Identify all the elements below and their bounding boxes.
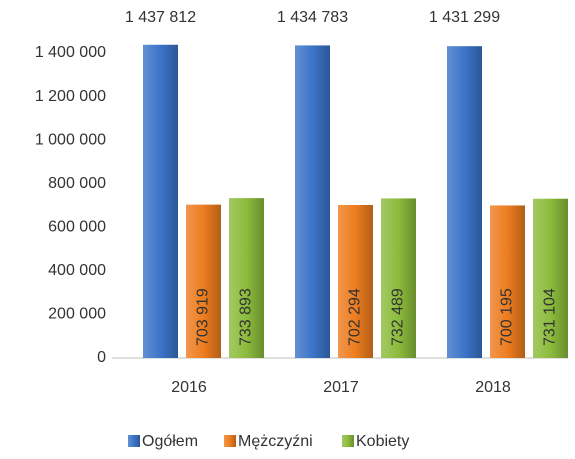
bar	[533, 198, 568, 358]
x-tick-label: 2016	[171, 379, 207, 396]
bar	[447, 46, 482, 359]
bar	[295, 45, 330, 359]
value-label: 732 489	[390, 288, 407, 346]
legend-label: Kobiety	[356, 433, 409, 450]
legend-swatch	[342, 435, 354, 447]
value-label: 1 434 783	[277, 9, 348, 26]
legend-swatch	[224, 435, 236, 447]
value-label: 731 104	[542, 288, 559, 346]
y-tick-label: 1 400 000	[35, 44, 106, 61]
y-tick-label: 1 000 000	[35, 131, 106, 148]
value-label: 1 431 299	[429, 9, 500, 26]
value-label: 733 893	[238, 288, 255, 346]
bar	[229, 198, 264, 358]
bar	[186, 204, 221, 358]
value-label: 703 919	[195, 288, 212, 346]
x-tick-label: 2018	[475, 379, 511, 396]
value-label: 1 437 812	[125, 9, 196, 26]
y-tick-label: 200 000	[48, 306, 106, 323]
x-tick-label: 2017	[323, 379, 359, 396]
value-label: 700 195	[499, 288, 516, 346]
value-label: 702 294	[347, 288, 364, 346]
bar	[338, 205, 373, 358]
legend-swatch	[128, 435, 140, 447]
y-tick-label: 0	[97, 349, 106, 366]
legend-label: Mężczyźni	[238, 433, 313, 450]
y-tick-label: 1 200 000	[35, 88, 106, 105]
y-tick-label: 400 000	[48, 262, 106, 279]
y-tick-label: 800 000	[48, 175, 106, 192]
y-tick-label: 600 000	[48, 219, 106, 236]
bar	[381, 198, 416, 358]
bar	[143, 44, 178, 358]
legend-label: Ogółem	[142, 433, 198, 450]
bar	[490, 205, 525, 358]
